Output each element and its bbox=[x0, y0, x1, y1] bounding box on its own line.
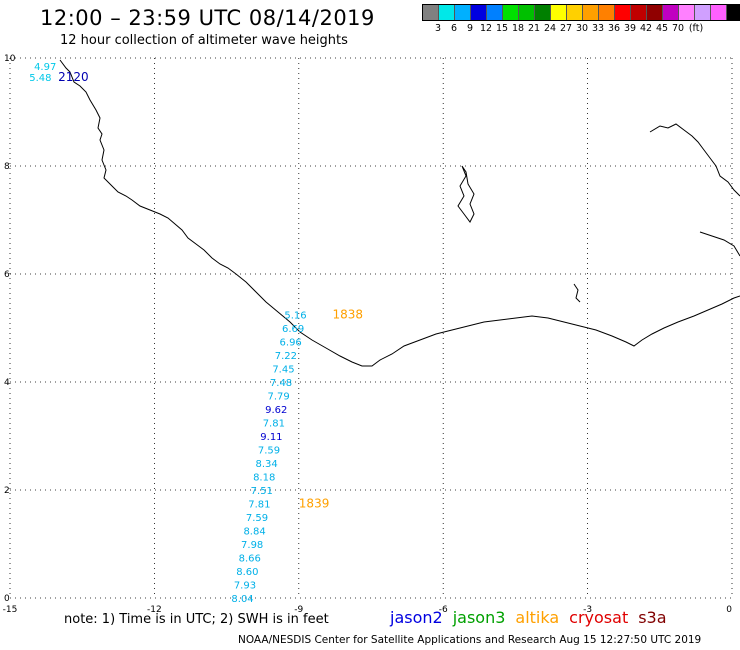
legend-label: 70 bbox=[671, 23, 685, 34]
x-tick-label: -9 bbox=[294, 605, 303, 615]
legend-swatch bbox=[535, 5, 551, 20]
legend-swatch bbox=[519, 5, 535, 20]
chart-subtitle: 12 hour collection of altimeter wave hei… bbox=[60, 33, 348, 48]
legend-swatch bbox=[487, 5, 503, 20]
satellite-jason3: jason3 bbox=[452, 608, 506, 627]
y-tick-label: 0 bbox=[4, 594, 10, 604]
wave-height-label: 7.79 bbox=[268, 392, 290, 403]
x-tick-label: -12 bbox=[147, 605, 162, 615]
wave-height-label: 7.48 bbox=[270, 378, 292, 389]
legend-label: 30 bbox=[575, 23, 589, 34]
y-tick-label: 6 bbox=[4, 270, 10, 280]
y-tick-label: 4 bbox=[4, 378, 10, 388]
wave-height-label: 9.62 bbox=[265, 405, 287, 416]
credit-line: NOAA/NESDIS Center for Satellite Applica… bbox=[238, 634, 702, 646]
y-tick-label: 2 bbox=[4, 486, 10, 496]
wave-height-label: 9.11 bbox=[260, 432, 282, 443]
observation-labels: 4.975.48 2120 5.16 1838 6.69 6.96 7.22 7.45 7.48… bbox=[29, 62, 363, 605]
x-tick-label: -15 bbox=[3, 605, 18, 615]
wave-height-label: 7.51 bbox=[251, 486, 273, 497]
wave-height-label: 8.66 bbox=[239, 554, 261, 565]
wave-height-label: 8.84 bbox=[243, 527, 265, 538]
coastline-west-africa bbox=[59, 59, 740, 367]
legend-label: (ft) bbox=[688, 23, 704, 34]
wave-height-label: 7.22 bbox=[275, 351, 297, 362]
legend-label: 9 bbox=[466, 23, 474, 34]
wave-height-label: 7.98 bbox=[241, 540, 263, 551]
x-tick-label: -6 bbox=[439, 605, 448, 615]
legend-swatch bbox=[615, 5, 631, 20]
lake-volta bbox=[457, 165, 475, 223]
legend-swatch bbox=[695, 5, 711, 20]
satellite-legend: jason2 jason3 altika cryosat s3a bbox=[390, 608, 677, 627]
legend-label: 27 bbox=[559, 23, 573, 34]
legend-swatch bbox=[727, 5, 740, 20]
legend-swatch bbox=[663, 5, 679, 20]
legend-label: 39 bbox=[623, 23, 637, 34]
legend-swatch bbox=[647, 5, 663, 20]
legend-swatch bbox=[679, 5, 695, 20]
wave-height-label: 7.81 bbox=[263, 419, 285, 430]
legend-swatch bbox=[439, 5, 455, 20]
color-legend: 3 6 9 12 15 18 21 24 27 30 33 36 39 42 45 70 (ft) bbox=[422, 4, 740, 37]
wave-height-label: 7.45 bbox=[272, 365, 294, 376]
legend-label: 36 bbox=[607, 23, 621, 34]
wave-height-label: 8.04 bbox=[231, 594, 253, 605]
legend-swatch bbox=[455, 5, 471, 20]
legend-swatch bbox=[599, 5, 615, 20]
wave-height-label: 6.69 bbox=[282, 324, 304, 335]
wave-height-label: 7.59 bbox=[258, 446, 280, 457]
legend-swatch bbox=[551, 5, 567, 20]
legend-label: 21 bbox=[527, 23, 541, 34]
legend-label: 42 bbox=[639, 23, 653, 34]
lagoon-outline bbox=[573, 283, 581, 303]
legend-swatch bbox=[711, 5, 727, 20]
legend-label: 3 bbox=[434, 23, 442, 34]
legend-swatch bbox=[471, 5, 487, 20]
x-tick-label: 0 bbox=[726, 605, 732, 615]
pass-time-label: 1838 bbox=[332, 308, 363, 322]
satellite-jason2: jason2 bbox=[390, 608, 443, 627]
legend-labels: 3 6 9 12 15 18 21 24 27 30 33 36 39 42 45 70 (ft) bbox=[422, 23, 740, 37]
legend-swatch bbox=[631, 5, 647, 20]
y-tick-label: 8 bbox=[4, 162, 10, 172]
legend-label: 33 bbox=[591, 23, 605, 34]
legend-swatch bbox=[567, 5, 583, 20]
legend-swatch bbox=[503, 5, 519, 20]
legend-label: 45 bbox=[655, 23, 669, 34]
wave-height-label: 5.16 bbox=[284, 311, 306, 322]
legend-label: 18 bbox=[511, 23, 525, 34]
coastline-northeast bbox=[649, 123, 740, 257]
wave-height-label: 8.34 bbox=[255, 459, 277, 470]
wave-height-label: 8.60 bbox=[236, 567, 258, 578]
legend-swatch bbox=[583, 5, 599, 20]
pass-time-label: 1839 bbox=[299, 497, 330, 511]
wave-height-label: 7.93 bbox=[234, 581, 256, 592]
chart-title: 12:00 – 23:59 UTC 08/14/2019 bbox=[40, 6, 375, 30]
legend-label: 24 bbox=[543, 23, 557, 34]
satellite-altika: altika bbox=[515, 608, 560, 627]
legend-label: 15 bbox=[495, 23, 509, 34]
legend-swatch bbox=[423, 5, 439, 20]
satellite-s3a: s3a bbox=[638, 608, 667, 627]
legend-label: 12 bbox=[479, 23, 493, 34]
lat-lon-grid bbox=[9, 57, 733, 599]
legend-label: 6 bbox=[450, 23, 458, 34]
wave-height-label: 6.96 bbox=[280, 338, 302, 349]
axis-ticks: -15 -12 -9 -6 -3 0 0 2 4 6 8 10 bbox=[3, 54, 733, 615]
wave-height-label: 5.48 bbox=[29, 73, 51, 84]
wave-height-label: 8.18 bbox=[253, 473, 275, 484]
footer-note: note: 1) Time is in UTC; 2) SWH is in fe… bbox=[64, 612, 329, 627]
wave-height-label: 4.97 bbox=[34, 62, 56, 73]
pass-time-label: 2120 bbox=[58, 70, 89, 84]
legend-swatches bbox=[422, 4, 740, 21]
x-tick-label: -3 bbox=[583, 605, 592, 615]
y-tick-label: 10 bbox=[4, 54, 16, 64]
satellite-cryosat: cryosat bbox=[569, 608, 629, 627]
wave-height-label: 7.59 bbox=[246, 513, 268, 524]
wave-height-label: 7.81 bbox=[248, 500, 270, 511]
